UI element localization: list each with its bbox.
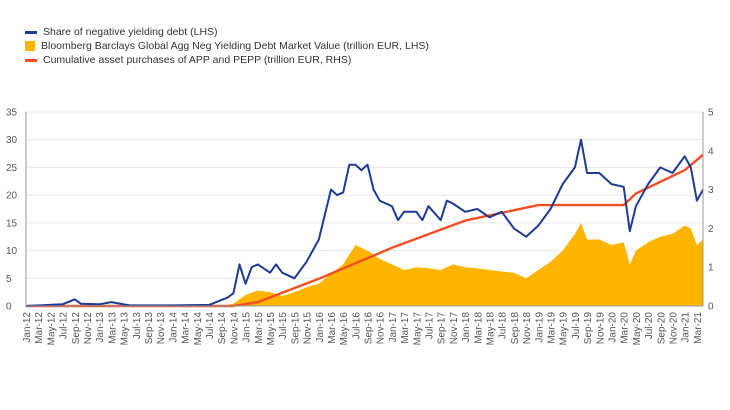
x-tick-label-24: Jan-16 [315,312,326,343]
x-tick-label-6: Jan-13 [95,312,106,343]
x-tick-label-12: Jan-14 [168,312,179,343]
y-right-tick-label-2: 2 [708,224,714,235]
x-tick-label-29: Nov-16 [376,312,387,345]
legend-label-asset-purchases: Cumulative asset purchases of APP and PE… [43,54,352,66]
x-tick-label-18: Jan-15 [242,312,253,343]
x-tick-label-15: Jul-14 [205,312,216,340]
x-tick-label-26: May-16 [339,312,350,346]
x-tick-label-33: Jul-17 [425,312,436,340]
x-tick-label-13: Mar-14 [181,312,192,344]
x-tick-label-51: Jul-20 [644,312,655,340]
legend-label-negative-share: Share of negative yielding debt (LHS) [43,26,218,38]
y-left-tick-label-4: 20 [6,191,18,202]
x-tick-label-11: Nov-13 [156,312,167,345]
x-tick-label-4: Sep-12 [71,312,82,345]
y-right-tick-label-4: 4 [708,146,714,157]
x-tick-label-36: Jan-18 [461,312,472,343]
y-left-tick-label-3: 15 [6,218,18,229]
x-tick-label-35: Nov-17 [449,312,460,345]
x-tick-label-46: Sep-19 [583,312,594,345]
x-tick-label-3: Jul-12 [59,312,70,340]
x-tick-label-23: Nov-15 [303,312,314,345]
x-tick-label-45: Jul-19 [571,312,582,340]
y-left-tick-label-0: 0 [6,302,12,313]
x-tick-label-5: Nov-12 [83,312,94,345]
x-tick-label-14: May-14 [193,312,204,346]
x-tick-label-21: Jul-15 [278,312,289,340]
legend-item-market-value: Bloomberg Barclays Global Agg Neg Yieldi… [25,39,429,53]
x-tick-label-7: Mar-13 [107,312,118,344]
x-tick-label-49: Mar-20 [620,312,631,344]
x-tick-label-38: May-18 [486,312,497,346]
x-tick-label-20: May-15 [266,312,277,346]
x-tick-label-53: Nov-20 [669,312,680,345]
legend-swatch-asset-purchases [25,58,37,62]
y-left-tick-label-1: 5 [6,274,12,285]
x-tick-label-0: Jan-12 [22,312,33,343]
legend-swatch-negative-share [25,30,37,34]
y-right-tick-label-3: 3 [708,185,714,196]
x-tick-label-37: Mar-18 [473,312,484,344]
y-left-tick-label-2: 10 [6,246,18,257]
x-tick-label-43: Mar-19 [547,312,558,344]
legend-item-negative-share: Share of negative yielding debt (LHS) [25,25,429,39]
x-tick-label-16: Sep-14 [217,312,228,345]
x-tick-label-34: Sep-17 [437,312,448,345]
x-tick-label-10: Sep-13 [144,312,155,345]
x-tick-label-50: May-20 [632,312,643,346]
x-tick-label-31: Mar-17 [400,312,411,344]
x-tick-label-17: Nov-14 [229,312,240,345]
legend-swatch-market-value [25,41,35,51]
x-tick-label-55: Mar-21 [693,312,704,344]
x-tick-label-9: Jul-13 [132,312,143,340]
x-tick-label-39: Jul-18 [498,312,509,340]
x-tick-label-44: May-19 [559,312,570,346]
x-tick-label-22: Sep-15 [290,312,301,345]
y-right-tick-label-5: 5 [708,108,714,119]
chart-legend: Share of negative yielding debt (LHS) Bl… [25,25,429,67]
x-tick-label-48: Jan-20 [608,312,619,343]
x-tick-label-30: Jan-17 [388,312,399,343]
legend-label-market-value: Bloomberg Barclays Global Agg Neg Yieldi… [41,40,429,52]
x-tick-label-32: May-17 [412,312,423,346]
series-line-negative-share [25,138,704,307]
y-right-tick-label-1: 1 [708,263,714,274]
x-tick-label-54: Jan-21 [681,312,692,343]
x-tick-label-27: Jul-16 [351,312,362,340]
x-tick-label-42: Jan-19 [534,312,545,343]
x-tick-label-8: May-13 [120,312,131,346]
x-tick-label-1: Mar-12 [34,312,45,344]
y-right-tick-label-0: 0 [708,302,714,313]
series-area-market-value [26,222,703,306]
x-tick-label-41: Nov-18 [522,312,533,345]
x-tick-label-28: Sep-16 [364,312,375,345]
x-tick-label-2: May-12 [46,312,57,346]
x-tick-label-40: Sep-18 [510,312,521,345]
y-left-tick-label-5: 25 [6,163,18,174]
y-left-tick-label-7: 35 [6,108,18,119]
x-tick-label-52: Sep-20 [656,312,667,345]
x-tick-label-47: Nov-19 [595,312,606,345]
x-tick-label-19: Mar-15 [254,312,265,344]
y-left-tick-label-6: 30 [6,135,18,146]
legend-item-asset-purchases: Cumulative asset purchases of APP and PE… [25,53,429,67]
x-tick-label-25: Mar-16 [327,312,338,344]
